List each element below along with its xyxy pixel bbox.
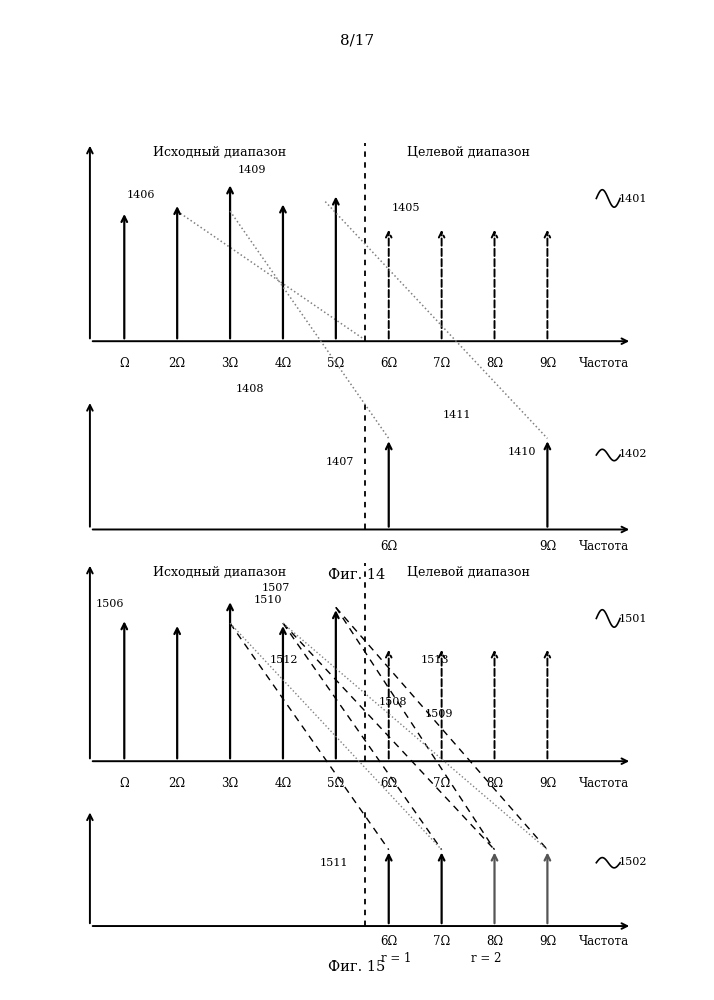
Text: 1509: 1509 [425,709,453,719]
Text: 8/17: 8/17 [340,33,374,47]
Text: 5Ω: 5Ω [327,777,344,790]
Text: Частота: Частота [579,357,629,370]
Text: 9Ω: 9Ω [539,777,556,790]
Text: 6Ω: 6Ω [380,357,398,370]
Text: 6Ω: 6Ω [380,540,398,553]
Text: Целевой диапазон: Целевой диапазон [407,146,530,159]
Text: 9Ω: 9Ω [539,540,556,553]
Text: 1411: 1411 [443,410,471,420]
Text: 7Ω: 7Ω [433,935,451,948]
Text: 1502: 1502 [619,857,648,867]
Text: Ω: Ω [119,777,129,790]
Text: 4Ω: 4Ω [274,357,291,370]
Text: 1513: 1513 [421,655,449,665]
Text: 2Ω: 2Ω [169,777,186,790]
Text: 7Ω: 7Ω [433,777,451,790]
Text: Исходный диапазон: Исходный диапазон [153,566,286,579]
Text: 1407: 1407 [326,457,353,467]
Text: Фиг. 14: Фиг. 14 [328,568,386,582]
Text: 1409: 1409 [238,165,266,175]
Text: 6Ω: 6Ω [380,935,398,948]
Text: 1402: 1402 [619,449,648,459]
Text: 1410: 1410 [508,447,536,457]
Text: 4Ω: 4Ω [274,777,291,790]
Text: 1510: 1510 [253,595,282,605]
Text: Частота: Частота [579,540,629,553]
Text: r = 1: r = 1 [381,952,412,965]
Text: 6Ω: 6Ω [380,777,398,790]
Text: 1401: 1401 [619,194,648,204]
Text: 1506: 1506 [95,599,124,609]
Text: Ω: Ω [119,357,129,370]
Text: 3Ω: 3Ω [221,777,238,790]
Text: 2Ω: 2Ω [169,357,186,370]
Text: 1406: 1406 [127,190,156,200]
Text: Исходный диапазон: Исходный диапазон [153,146,286,159]
Text: 1512: 1512 [270,655,298,665]
Text: Частота: Частота [579,935,629,948]
Text: 1508: 1508 [378,697,407,707]
Text: 1507: 1507 [262,583,290,593]
Text: 1405: 1405 [391,203,420,213]
Text: 3Ω: 3Ω [221,357,238,370]
Text: 8Ω: 8Ω [486,777,503,790]
Text: r = 2: r = 2 [471,952,502,965]
Text: 8Ω: 8Ω [486,357,503,370]
Text: Целевой диапазон: Целевой диапазон [407,566,530,579]
Text: 5Ω: 5Ω [327,357,344,370]
Text: 1511: 1511 [320,858,348,868]
Text: 9Ω: 9Ω [539,935,556,948]
Text: Фиг. 15: Фиг. 15 [328,960,386,974]
Text: 1408: 1408 [236,384,264,394]
Text: Частота: Частота [579,777,629,790]
Text: 8Ω: 8Ω [486,935,503,948]
Text: 1501: 1501 [619,614,648,624]
Text: 7Ω: 7Ω [433,357,451,370]
Text: 9Ω: 9Ω [539,357,556,370]
